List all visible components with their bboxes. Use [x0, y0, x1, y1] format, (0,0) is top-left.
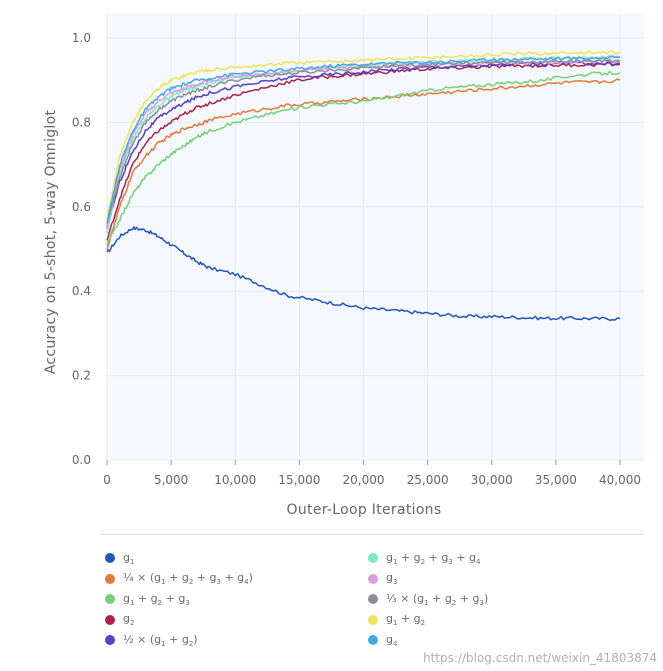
legend-label: g4 — [386, 632, 398, 648]
legend-label: ⅓ × (g1 + g2 + g3) — [386, 591, 489, 607]
series-line — [106, 59, 621, 229]
legend-swatch — [105, 614, 115, 625]
legend-label: ¼ × (g1 + g2 + g3 + g4) — [123, 571, 253, 587]
legend-swatch — [368, 573, 378, 584]
x-axis-ticks: 0 5,000 10,000 15,000 20,000 25,000 30,000 35,0… — [103, 460, 641, 487]
legend-swatch — [105, 573, 115, 584]
y-axis-ticks: 0.0 0.2 0.4 0.6 0.8 1.0 — [72, 31, 91, 467]
legend-swatch — [105, 553, 115, 564]
series-line — [106, 70, 621, 246]
y-tick-label: 1.0 — [72, 31, 91, 45]
x-tick-label: 0 — [103, 473, 111, 487]
legend-swatch — [105, 635, 115, 646]
y-tick-label: 0.8 — [72, 115, 91, 129]
series-lines — [106, 50, 621, 321]
legend-label: g1 + g2 — [386, 612, 426, 628]
chart-legend: g1 g1 + g2 + g3 + g4 ¼ × (g1 + g2 + g3 + g… — [105, 548, 555, 666]
legend-label: g3 — [386, 571, 398, 587]
legend-swatch — [368, 614, 378, 625]
legend-item[interactable]: ¼ × (g1 + g2 + g3 + g4) — [105, 569, 368, 590]
grid-lines — [106, 14, 644, 461]
line-chart: 0.0 0.2 0.4 0.6 0.8 1.0 0 5,000 10,000 15,000 20,… — [43, 14, 644, 518]
legend-swatch — [368, 635, 378, 646]
x-axis-label: Outer-Loop Iterations — [287, 502, 442, 518]
legend-label: g1 + g2 + g3 — [123, 591, 190, 607]
legend-item[interactable]: g4 — [368, 630, 568, 651]
legend-item[interactable]: g2 — [105, 610, 368, 631]
legend-label: g2 — [123, 612, 135, 628]
series-line — [106, 50, 621, 220]
x-tick-label: 30,000 — [471, 473, 513, 487]
series-line — [106, 226, 621, 321]
legend-label: ½ × (g1 + g2) — [123, 632, 198, 648]
series-line — [106, 58, 621, 225]
legend-label: g1 — [123, 550, 135, 566]
x-tick-label: 20,000 — [343, 473, 385, 487]
legend-item[interactable]: g1 + g2 + g3 + g4 — [368, 548, 568, 569]
y-axis-label: Accuracy on 5-shot, 5-way Omniglot — [43, 110, 59, 375]
legend-item[interactable]: g1 — [105, 548, 368, 569]
legend-item[interactable]: g3 — [368, 569, 568, 590]
legend-item[interactable]: ⅓ × (g1 + g2 + g3) — [368, 589, 568, 610]
legend-swatch — [368, 594, 378, 605]
y-tick-label: 0.2 — [72, 369, 91, 383]
legend-swatch — [105, 594, 115, 605]
y-tick-label: 0.0 — [72, 453, 91, 467]
x-tick-label: 35,000 — [535, 473, 577, 487]
legend-swatch — [368, 553, 378, 564]
legend-item[interactable]: ½ × (g1 + g2) — [105, 630, 368, 651]
x-tick-label: 40,000 — [599, 473, 641, 487]
legend-label: g1 + g2 + g3 + g4 — [386, 550, 481, 566]
series-line — [106, 78, 621, 251]
x-tick-label: 5,000 — [154, 473, 188, 487]
legend-item[interactable]: g1 + g2 — [368, 610, 568, 631]
x-tick-label: 10,000 — [214, 473, 256, 487]
plot-area — [107, 14, 644, 460]
series-line — [106, 55, 621, 223]
x-tick-label: 15,000 — [278, 473, 320, 487]
legend-item[interactable]: g1 + g2 + g3 — [105, 589, 368, 610]
series-line — [106, 62, 621, 241]
watermark: https://blog.csdn.net/weixin_41803874 — [422, 651, 657, 665]
legend-divider — [100, 534, 644, 535]
x-tick-label: 25,000 — [407, 473, 449, 487]
y-tick-label: 0.4 — [72, 284, 91, 298]
y-tick-label: 0.6 — [72, 200, 91, 214]
